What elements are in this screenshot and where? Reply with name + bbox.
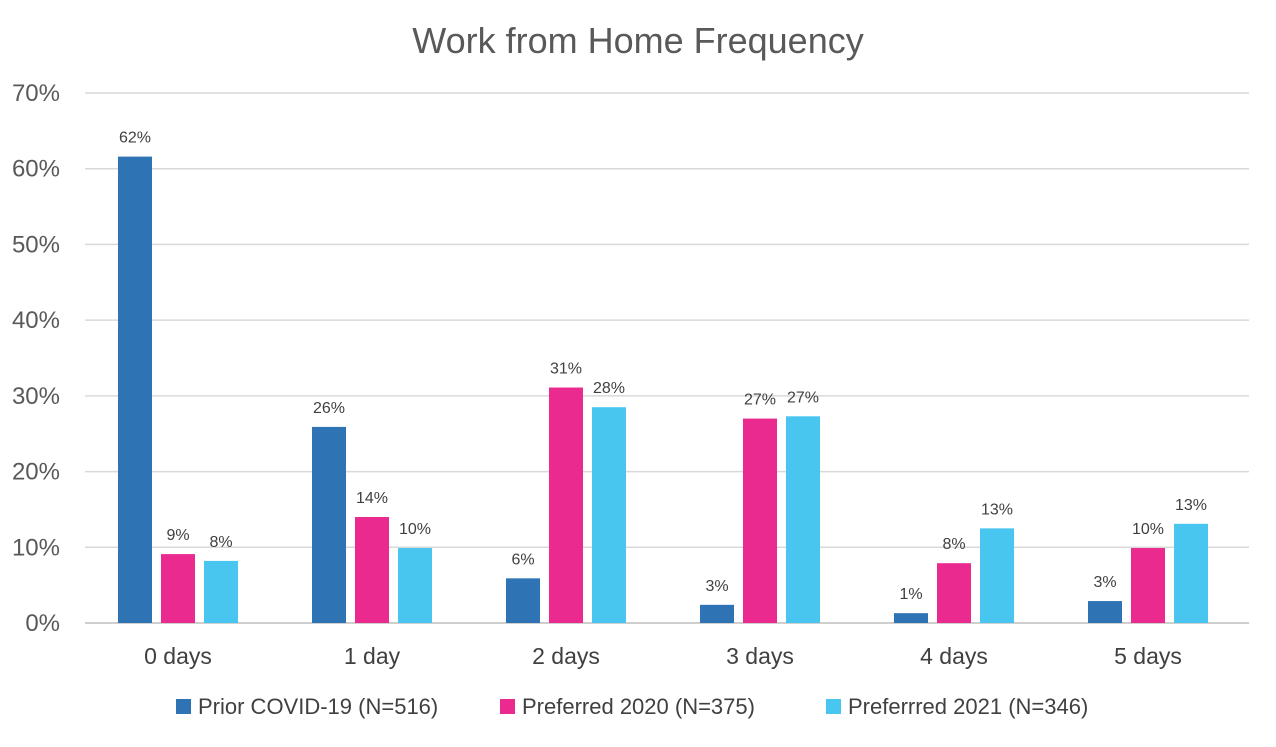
y-tick-label: 60% (12, 156, 60, 183)
y-axis-ticks: 0% 10% 20% 30% 40% 50% 60% 70% (12, 80, 60, 637)
y-tick-label: 40% (12, 307, 60, 334)
data-label: 13% (981, 501, 1013, 518)
legend-swatch (176, 699, 191, 714)
data-label: 27% (744, 392, 776, 409)
chart-title: Work from Home Frequency (412, 20, 863, 61)
legend-label: Preferrred 2021 (N=346) (848, 694, 1088, 719)
bar (506, 578, 540, 623)
x-category-label: 4 days (920, 643, 988, 669)
bar (937, 563, 971, 623)
bar (894, 613, 928, 623)
x-category-label: 2 days (532, 643, 600, 669)
bar (312, 426, 346, 623)
bar (743, 418, 777, 623)
gridlines (85, 92, 1249, 624)
legend-swatch (826, 699, 841, 714)
data-label: 26% (313, 400, 345, 417)
data-label: 27% (787, 389, 819, 406)
x-category-label: 1 day (344, 643, 401, 669)
data-label: 8% (209, 534, 232, 551)
legend-swatch (500, 699, 515, 714)
bar (592, 407, 626, 623)
data-label: 28% (593, 380, 625, 397)
y-tick-label: 10% (12, 534, 60, 561)
y-tick-label: 30% (12, 383, 60, 410)
data-label: 8% (942, 536, 965, 553)
x-category-label: 5 days (1114, 643, 1182, 669)
bar (161, 554, 195, 623)
bar (355, 517, 389, 623)
legend-label: Preferred 2020 (N=375) (522, 694, 755, 719)
data-label: 10% (1132, 521, 1164, 538)
y-tick-label: 50% (12, 231, 60, 258)
data-labels: 62% 9% 8% 26% 14% 10% 6% 31% 28% 3% 27% 27% 1% 8% 13% 3… (119, 130, 1207, 604)
x-axis-categories: 0 days 1 day 2 days 3 days 4 days 5 days (144, 643, 1182, 669)
bar (398, 548, 432, 623)
bar (786, 416, 820, 623)
data-label: 14% (356, 490, 388, 507)
x-category-label: 0 days (144, 643, 212, 669)
data-label: 9% (166, 527, 189, 544)
bar (549, 387, 583, 623)
data-label: 10% (399, 521, 431, 538)
data-label: 1% (899, 586, 922, 603)
y-tick-label: 0% (25, 610, 60, 637)
bar (1131, 548, 1165, 623)
bar (204, 560, 238, 623)
bars (118, 156, 1208, 623)
data-label: 6% (511, 551, 534, 568)
bar (980, 528, 1014, 623)
bar (1088, 601, 1122, 623)
x-category-label: 3 days (726, 643, 794, 669)
bar (118, 156, 152, 623)
y-tick-label: 70% (12, 80, 60, 107)
legend: Prior COVID-19 (N=516) Preferred 2020 (N=… (176, 694, 1088, 719)
data-label: 3% (1093, 574, 1116, 591)
legend-label: Prior COVID-19 (N=516) (198, 694, 438, 719)
data-label: 31% (550, 361, 582, 378)
bar (1174, 523, 1208, 623)
data-label: 13% (1175, 497, 1207, 514)
y-tick-label: 20% (12, 459, 60, 486)
data-label: 62% (119, 130, 151, 147)
bar (700, 604, 734, 623)
data-label: 3% (705, 578, 728, 595)
